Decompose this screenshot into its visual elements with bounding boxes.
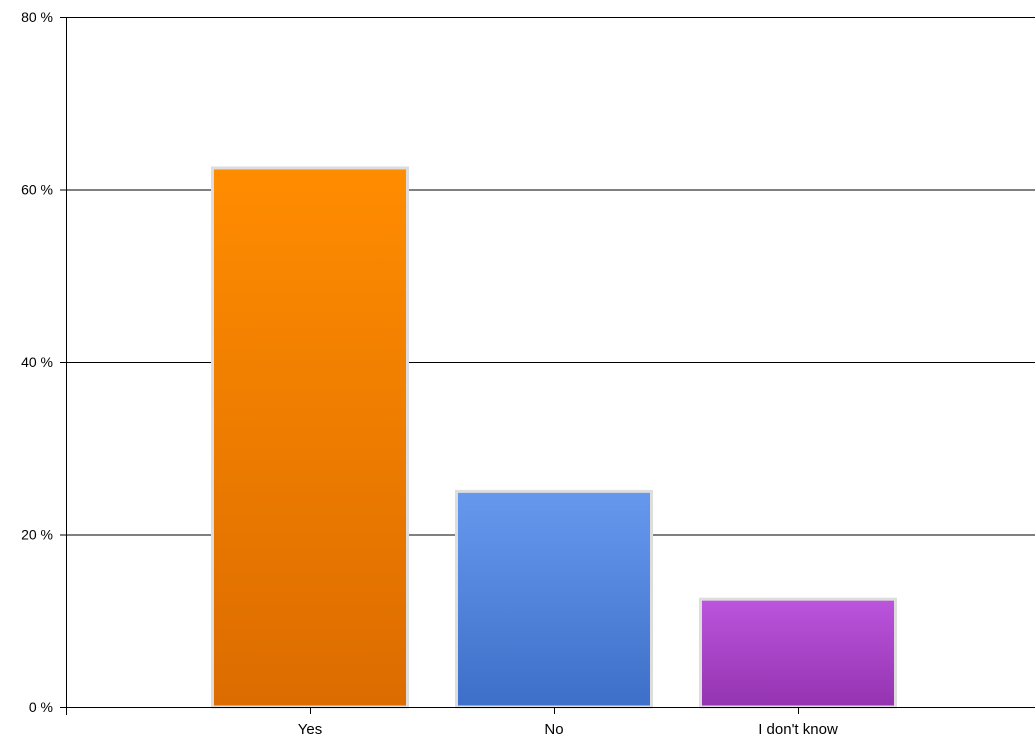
- y-tick-label-40: 40 %: [21, 354, 53, 370]
- y-tick-label-0: 0 %: [29, 699, 53, 715]
- bar-no: [455, 489, 653, 709]
- axes: [60, 17, 1035, 715]
- bar-yes: [211, 166, 409, 709]
- bar-i-don-t-know: [699, 597, 897, 709]
- y-tick-label-80: 80 %: [21, 9, 53, 25]
- y-tick-label-60: 60 %: [21, 182, 53, 198]
- y-tick-label-20: 20 %: [21, 527, 53, 543]
- x-tick-label-yes: Yes: [298, 721, 322, 738]
- y-tick-labels: 0 % 20 % 40 % 60 % 80 %: [21, 9, 53, 715]
- bars: [211, 166, 897, 709]
- x-tick-label-i-don-t-know: I don't know: [758, 721, 838, 738]
- gridlines: [60, 17, 1035, 536]
- x-tick-labels: Yes No I don't know: [298, 721, 838, 738]
- x-tick-label-no: No: [544, 721, 563, 738]
